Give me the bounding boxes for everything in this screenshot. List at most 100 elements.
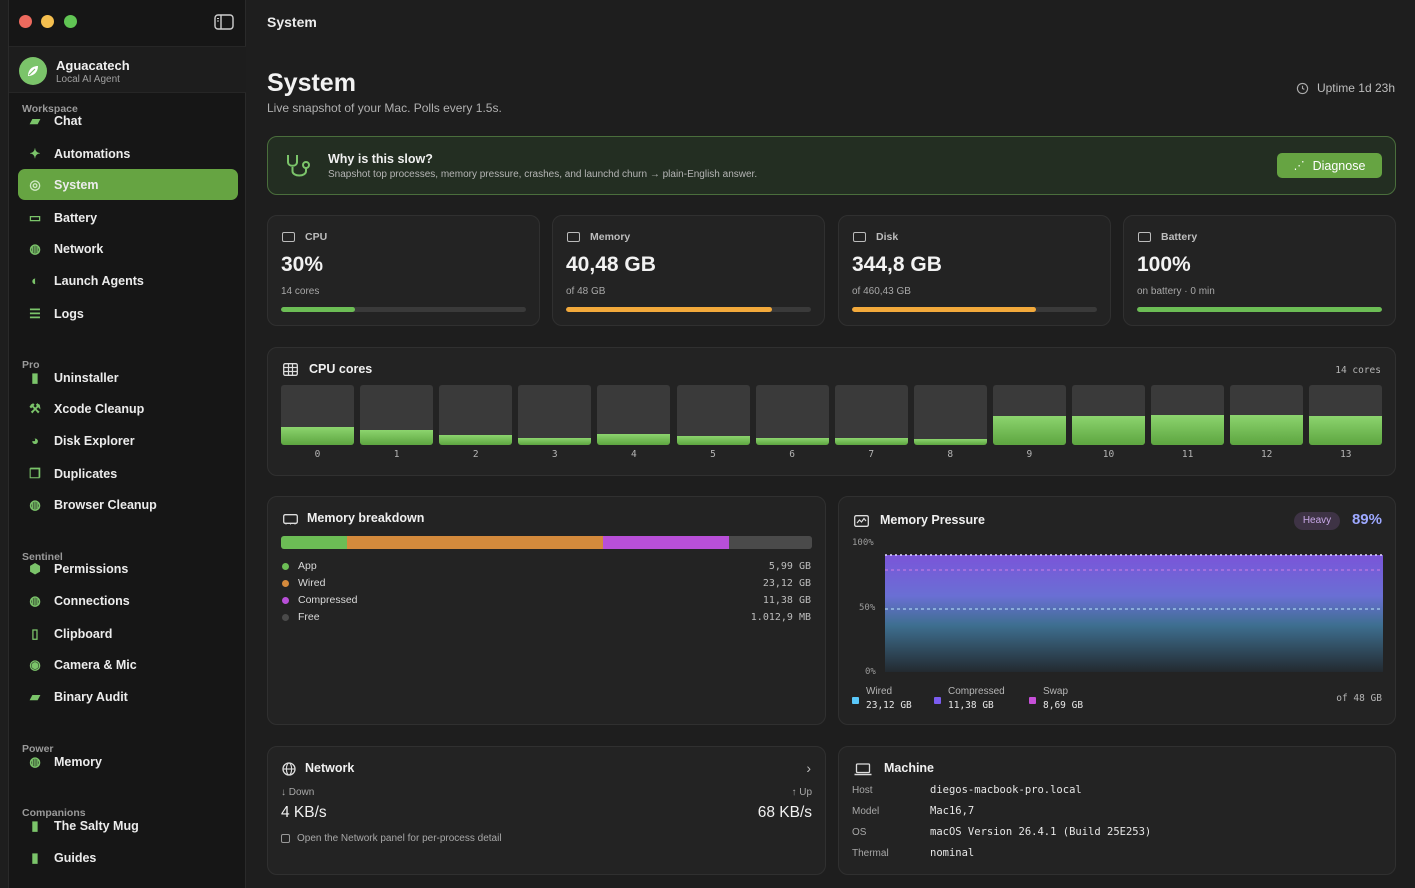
- cpu-core-label: 1: [393, 449, 400, 460]
- stat-subtitle: 14 cores: [281, 286, 320, 297]
- stat-subtitle: of 48 GB: [566, 286, 606, 297]
- sidebar-item-memory[interactable]: ◍ Memory: [18, 746, 238, 777]
- open-network-link[interactable]: Open the Network panel for per-process d…: [281, 833, 502, 844]
- chevron-right-icon[interactable]: ›: [806, 760, 811, 776]
- y-label-100: 100%: [852, 538, 874, 548]
- sidebar-item-uninstaller[interactable]: ▮ Uninstaller: [18, 362, 238, 393]
- sidebar-item-the-salty-mug[interactable]: ▮ The Salty Mug: [18, 810, 238, 841]
- stat-value: 344,8 GB: [852, 253, 942, 276]
- sidebar-item-browser-cleanup[interactable]: ◍ Browser Cleanup: [18, 489, 238, 520]
- pressure-legend-label: Swap: [1043, 686, 1069, 697]
- stat-card-cpu: CPU 30% 14 cores: [267, 215, 540, 326]
- minimize-window-button[interactable]: [41, 15, 54, 28]
- legend-label: Compressed: [298, 594, 358, 606]
- network-title: Network: [305, 761, 355, 775]
- legend-label: Wired: [298, 577, 326, 589]
- hammer-icon: ⚒: [29, 400, 41, 416]
- sidebar-item-chat[interactable]: ▰ Chat: [18, 105, 238, 136]
- globe-icon: [282, 762, 296, 776]
- network-card[interactable]: Network › ↓ Down 4 KB/s ↑ Up 68 KB/s Ope…: [267, 746, 826, 875]
- stat-subtitle: on battery · 0 min: [1137, 286, 1215, 297]
- y-label-0: 0%: [865, 667, 876, 677]
- cpu-core-fill: [676, 436, 750, 445]
- sidebar-item-duplicates[interactable]: ❐ Duplicates: [18, 458, 238, 489]
- pressure-percent: 89%: [1351, 511, 1382, 528]
- sidebar-section-label: Power: [22, 743, 54, 755]
- memory-legend-item: App: [282, 560, 317, 572]
- account-subtitle: Local AI Agent: [56, 74, 120, 85]
- sidebar-item-launch-agents[interactable]: ◐ Launch Agents: [18, 265, 238, 296]
- legend-dot: [282, 562, 289, 570]
- stat-progress-track: [1137, 307, 1382, 312]
- diagnose-button-label: Diagnose: [1312, 158, 1366, 173]
- cpu-core-fill: [755, 437, 829, 445]
- sidebar-item-automations[interactable]: ✦ Automations: [18, 138, 238, 169]
- banner-text: Snapshot top processes, memory pressure,…: [328, 169, 758, 180]
- diagnose-button[interactable]: ⋰ Diagnose: [1277, 153, 1382, 178]
- page-subtitle: Live snapshot of your Mac. Polls every 1…: [267, 101, 502, 115]
- close-window-button[interactable]: [19, 15, 32, 28]
- sidebar-item-label: Network: [54, 241, 104, 256]
- sidebar-item-camera-mic[interactable]: ◉ Camera & Mic: [18, 649, 238, 680]
- zoom-window-button[interactable]: [64, 15, 77, 28]
- sidebar-item-binary-audit[interactable]: ▰ Binary Audit: [18, 681, 238, 712]
- pie-icon: ◕: [31, 433, 39, 448]
- cpu-core-fill: [1072, 416, 1145, 445]
- clock-icon: [1296, 82, 1309, 94]
- cpu-core-bar: [518, 385, 592, 445]
- stat-label: Battery: [1161, 231, 1198, 243]
- cpu-core-label: 0: [314, 449, 321, 460]
- stat-card-disk: Disk 344,8 GB of 460,43 GB: [838, 215, 1111, 326]
- sidebar-toggle-icon[interactable]: [214, 14, 234, 30]
- sidebar-item-xcode-cleanup[interactable]: ⚒ Xcode Cleanup: [18, 393, 238, 424]
- trash-icon: ▮: [31, 369, 39, 385]
- cpu-cores-count: 14 cores: [1335, 365, 1381, 376]
- laptop-icon: [854, 763, 872, 776]
- memory-legend-item: Free: [282, 611, 320, 623]
- memory-breakdown-card: Memory breakdown App 5,99 GB Wired 23,12 GB…: [267, 496, 826, 725]
- main-content: System System Live snapshot of your Mac.…: [247, 0, 1415, 888]
- memory-segment-compressed: [603, 536, 730, 549]
- window-title: System: [267, 14, 317, 30]
- memory-breakdown-title: Memory breakdown: [307, 511, 425, 525]
- network-note: Open the Network panel for per-process d…: [297, 833, 502, 844]
- account-header[interactable]: Aguacatech Local AI Agent: [9, 46, 246, 93]
- gauge-icon: ◎: [29, 176, 41, 192]
- pressure-legend-label: Wired: [866, 686, 893, 697]
- legend-value: 23,12 GB: [762, 578, 811, 589]
- legend-value: 1.012,9 MB: [750, 612, 811, 623]
- memory-segment-app: [281, 536, 348, 549]
- stat-label: Memory: [590, 231, 631, 243]
- clipboard-icon: ▯: [31, 625, 39, 641]
- machine-row-value: nominal: [930, 847, 975, 859]
- sidebar-item-permissions[interactable]: ⬢ Permissions: [18, 553, 238, 584]
- magic-wand-icon: ⋰: [1293, 160, 1305, 172]
- up-value: 68 KB/s: [757, 804, 812, 821]
- sidebar-item-battery[interactable]: ▭ Battery: [18, 202, 238, 233]
- sidebar-item-disk-explorer[interactable]: ◕ Disk Explorer: [18, 425, 238, 456]
- stat-progress-fill: [281, 307, 355, 312]
- stat-progress-fill: [1137, 307, 1382, 312]
- sidebar-item-logs[interactable]: ☰ Logs: [18, 298, 238, 329]
- memory-segment-free: [729, 536, 812, 549]
- memory-breakdown-bar: [281, 536, 812, 549]
- sidebar-item-label: Browser Cleanup: [54, 497, 157, 512]
- sidebar-item-system[interactable]: ◎ System: [18, 169, 238, 200]
- cpu-core-fill: [1151, 415, 1225, 445]
- cpu-core-label: 10: [1102, 449, 1115, 460]
- sidebar-item-label: Permissions: [54, 561, 129, 576]
- sidebar-item-network[interactable]: ◍ Network: [18, 233, 238, 264]
- sidebar-item-clipboard[interactable]: ▯ Clipboard: [18, 618, 238, 649]
- cpu-core-fill: [360, 430, 434, 445]
- shield-icon: ◐: [31, 273, 39, 288]
- globe-icon: ◍: [29, 496, 41, 512]
- machine-row-key: Host: [852, 785, 873, 796]
- cpu-core-label: 2: [472, 449, 479, 460]
- sidebar-item-guides[interactable]: ▮ Guides: [18, 842, 238, 873]
- legend-dot: [282, 596, 289, 604]
- cpu-core-label: 11: [1181, 449, 1194, 460]
- sidebar-item-connections[interactable]: ◍ Connections: [18, 585, 238, 616]
- up-label: ↑ Up: [791, 787, 812, 798]
- cpu-core-label: 6: [789, 449, 795, 460]
